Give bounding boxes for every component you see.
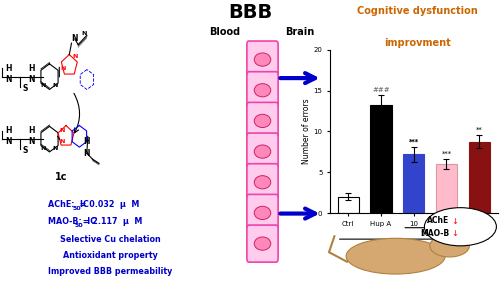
Text: N: N [59,128,64,133]
Text: Selective Cu chelation: Selective Cu chelation [60,235,160,245]
Text: Improved BBB permeability: Improved BBB permeability [48,267,172,276]
Text: 1c-HCl (mg/kg): 1c-HCl (mg/kg) [422,231,472,237]
Text: improvment: improvment [384,38,451,48]
Ellipse shape [254,176,271,189]
Text: N: N [72,54,78,59]
Text: N: N [81,31,86,36]
Ellipse shape [346,238,445,274]
Text: **: ** [476,127,482,133]
Text: 1c: 1c [56,172,68,183]
Text: N: N [84,149,90,158]
Text: ***: *** [442,151,452,157]
Text: N: N [53,146,58,151]
Text: N: N [41,146,46,151]
Bar [436,164,457,213]
Text: 50: 50 [72,206,81,211]
Text: N: N [6,75,12,84]
Text: ↓: ↓ [452,229,458,238]
FancyBboxPatch shape [247,41,278,78]
FancyArrowPatch shape [74,93,80,133]
FancyBboxPatch shape [247,72,278,109]
FancyBboxPatch shape [247,164,278,201]
FancyBboxPatch shape [247,195,278,231]
Text: N: N [41,83,46,88]
Text: ###: ### [372,87,390,93]
Text: H: H [6,126,12,135]
Text: = 0.032  μ  M: = 0.032 μ M [77,200,140,209]
Ellipse shape [254,206,271,220]
Text: Cognitive dysfunction: Cognitive dysfunction [357,6,478,16]
Text: Blood: Blood [210,27,240,37]
Text: ***: *** [408,138,419,144]
Bar [403,154,424,213]
Text: S: S [22,146,28,155]
Bar [370,105,392,213]
Text: N: N [59,139,64,144]
Ellipse shape [430,235,470,257]
FancyBboxPatch shape [247,102,278,139]
Ellipse shape [254,114,271,128]
Text: N: N [28,75,35,84]
Text: N: N [60,66,66,71]
Ellipse shape [254,145,271,158]
Text: H: H [6,64,12,73]
Text: AChE: AChE [428,216,450,225]
Text: Antioxidant property: Antioxidant property [62,251,158,260]
Ellipse shape [254,83,271,97]
Bar [468,142,490,213]
Text: MAO-B:  IC: MAO-B: IC [48,217,96,226]
Text: BBB: BBB [228,3,272,22]
Text: ↓: ↓ [452,217,458,226]
Text: S: S [22,83,28,93]
Ellipse shape [424,208,496,246]
Text: N: N [6,137,12,147]
Text: = 2.117  μ  M: = 2.117 μ M [80,217,142,226]
FancyBboxPatch shape [247,225,278,262]
Text: H: H [84,137,90,147]
Text: H: H [28,64,35,73]
Text: MAO-B: MAO-B [420,229,450,238]
Text: 50: 50 [75,223,84,228]
Text: N: N [53,83,58,88]
Ellipse shape [254,237,271,250]
Text: Brain: Brain [286,27,314,37]
FancyBboxPatch shape [247,133,278,170]
Text: AChE:  IC: AChE: IC [48,200,90,209]
Bar [338,197,359,213]
Text: Scop (4.5 mg/kg): Scop (4.5 mg/kg) [385,242,442,249]
Text: ***: *** [408,138,419,144]
Y-axis label: Number of errors: Number of errors [302,99,310,164]
Ellipse shape [254,53,271,66]
Text: N: N [72,34,78,43]
Text: N: N [28,137,35,147]
Text: H: H [28,126,35,135]
